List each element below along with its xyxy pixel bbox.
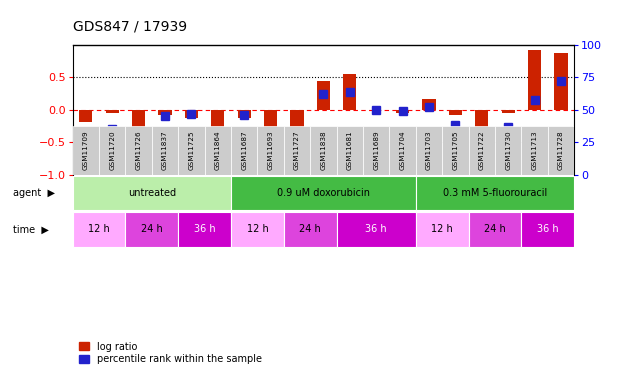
Bar [231,212,284,247]
Text: GSM11725: GSM11725 [189,130,194,170]
Bar [231,126,257,175]
Bar [469,212,521,247]
Bar [416,176,574,210]
Text: GSM11689: GSM11689 [373,130,379,170]
Bar [521,126,548,175]
Text: GSM11722: GSM11722 [479,130,485,170]
Bar [449,110,462,115]
Text: GSM11728: GSM11728 [558,130,564,170]
Bar [343,74,357,110]
Bar [264,110,277,147]
Bar [416,126,442,175]
Text: GSM11704: GSM11704 [399,130,406,170]
Text: 12 h: 12 h [432,224,453,234]
Bar [336,212,416,247]
Bar [178,212,231,247]
Bar [363,126,389,175]
Bar [257,126,284,175]
Bar [336,126,363,175]
Bar [158,110,172,115]
Text: 12 h: 12 h [247,224,268,234]
Text: GSM11705: GSM11705 [452,130,458,170]
Bar [105,110,119,113]
Text: time  ▶: time ▶ [13,224,49,234]
Bar [73,212,126,247]
Bar [73,126,99,175]
Text: GSM11703: GSM11703 [426,130,432,170]
Bar [475,110,488,129]
Bar [126,126,152,175]
Text: GSM11730: GSM11730 [505,130,511,170]
Bar [442,126,469,175]
Bar [396,110,409,113]
Text: GDS847 / 17939: GDS847 / 17939 [73,20,187,34]
Bar [469,126,495,175]
Bar [152,126,178,175]
Text: 0.9 uM doxorubicin: 0.9 uM doxorubicin [277,188,370,198]
Text: GSM11687: GSM11687 [241,130,247,170]
Bar [416,212,469,247]
Text: 36 h: 36 h [537,224,558,234]
Bar [495,126,521,175]
Text: 24 h: 24 h [484,224,506,234]
Bar [389,126,416,175]
Text: GSM11727: GSM11727 [294,130,300,170]
Text: untreated: untreated [127,188,176,198]
Bar [204,126,231,175]
Text: 24 h: 24 h [299,224,321,234]
Bar [185,110,198,118]
Text: 36 h: 36 h [365,224,387,234]
Text: GSM11864: GSM11864 [215,130,221,170]
Bar [99,126,126,175]
Bar [79,110,92,122]
Legend: log ratio, percentile rank within the sample: log ratio, percentile rank within the sa… [78,340,264,366]
Bar [284,126,310,175]
Bar [178,126,204,175]
Bar [132,110,145,157]
Text: 12 h: 12 h [88,224,110,234]
Text: GSM11709: GSM11709 [83,130,89,170]
Bar [317,81,330,110]
Bar [502,110,515,113]
Text: 24 h: 24 h [141,224,163,234]
Text: GSM11681: GSM11681 [347,130,353,170]
Bar [310,126,336,175]
Text: 36 h: 36 h [194,224,215,234]
Bar [422,99,435,110]
Text: GSM11726: GSM11726 [136,130,141,170]
Text: agent  ▶: agent ▶ [13,188,55,198]
Bar [211,110,225,146]
Text: GSM11720: GSM11720 [109,130,115,170]
Bar [231,176,416,210]
Bar [290,110,304,171]
Bar [73,176,231,210]
Bar [555,53,568,110]
Text: 0.3 mM 5-fluorouracil: 0.3 mM 5-fluorouracil [443,188,547,198]
Text: GSM11837: GSM11837 [162,130,168,170]
Bar [521,212,574,247]
Bar [284,212,336,247]
Bar [548,126,574,175]
Text: GSM11693: GSM11693 [268,130,274,170]
Bar [126,212,178,247]
Bar [238,110,251,118]
Bar [528,50,541,110]
Text: GSM11838: GSM11838 [321,130,326,170]
Text: GSM11713: GSM11713 [531,130,538,170]
